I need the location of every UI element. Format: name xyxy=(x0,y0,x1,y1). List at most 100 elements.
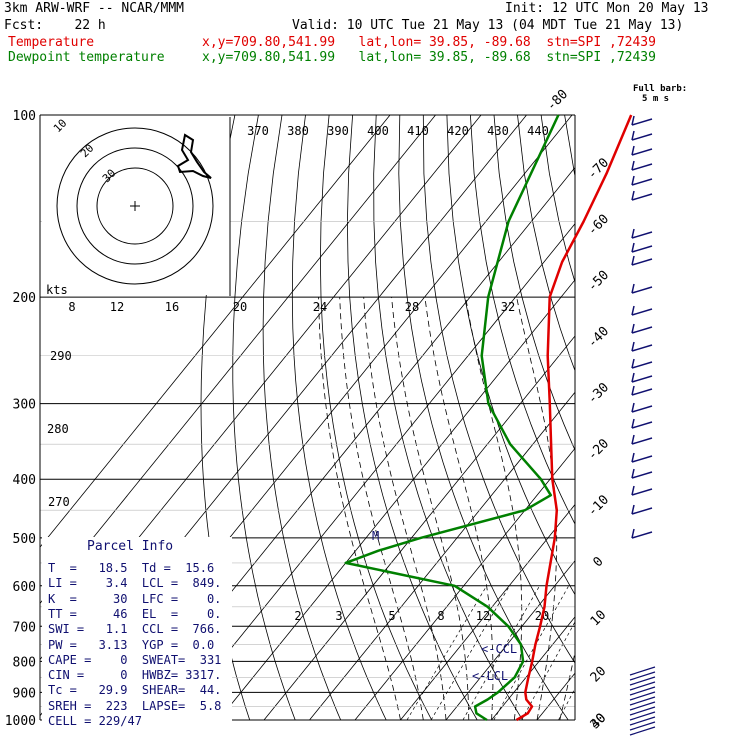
wind-barb xyxy=(631,118,653,126)
parcel-info-row: SREH = 223 LAPSE= 5.8 xyxy=(48,698,222,713)
dry-adiabat-line xyxy=(635,115,740,720)
wind-barb xyxy=(629,701,656,711)
dewpoint-legend-label: Dewpoint temperature xyxy=(8,50,165,65)
isotherm-line xyxy=(40,115,436,604)
model-title: 3km ARW-WRF -- NCAR/MMM xyxy=(4,1,185,16)
dewpoint-profile xyxy=(344,114,560,722)
parcel-info-row: CIN = 0 HWBZ= 3317. xyxy=(48,668,222,683)
wind-barbs xyxy=(629,115,656,736)
parcel-info-row: CAPE = 0 SWEAT= 331 xyxy=(48,652,222,667)
theta-label: 280 xyxy=(47,422,69,436)
dry-adiabat-line xyxy=(730,115,740,720)
dry-adiabat-line xyxy=(706,115,740,720)
wind-barb xyxy=(631,488,653,496)
wind-barb xyxy=(631,133,653,141)
mixing-ratio-label: 5 xyxy=(388,609,395,623)
theta-e-label: 390 xyxy=(327,124,349,138)
wind-barb-feather xyxy=(631,255,635,266)
dry-adiabat-line xyxy=(373,115,524,720)
pressure-tick-label: 500 xyxy=(13,532,36,547)
wind-barb xyxy=(631,344,653,352)
parcel-info-row: PW = 3.13 YGP = 0.0 xyxy=(48,637,215,652)
temperature-tick-label: 40 xyxy=(588,711,610,733)
barb-key-line1: Full barb: xyxy=(633,84,688,94)
wind-barb xyxy=(631,405,653,413)
hodograph-speed-label: 16 xyxy=(165,300,179,314)
wind-barb xyxy=(631,245,653,253)
moist-adiabat-line xyxy=(605,297,718,720)
wind-barb xyxy=(631,178,653,186)
isotherm-line xyxy=(719,115,740,720)
dry-adiabat-line xyxy=(262,115,342,720)
hodograph-speed-label: 12 xyxy=(110,300,124,314)
isotherm-line xyxy=(400,503,575,720)
wind-barb xyxy=(631,421,653,429)
wind-barb-feather xyxy=(631,283,635,294)
dry-adiabat-line xyxy=(470,115,575,525)
temperature-tick-label: -50 xyxy=(585,268,612,295)
wind-barb xyxy=(629,681,656,691)
dewpoint-legend-info: x,y=709.80,541.99 lat,lon= 39.85, -89.68… xyxy=(202,50,656,65)
mixing-ratio-line xyxy=(521,621,575,720)
temperature-legend-label: Temperature xyxy=(8,35,95,50)
temperature-tick-label: -80 xyxy=(544,87,571,114)
hodograph-units-label: kts xyxy=(46,283,68,297)
wind-barb xyxy=(629,666,656,676)
wind-barb-feather xyxy=(631,358,635,369)
wind-barb-feather xyxy=(631,402,635,413)
pressure-tick-label: 700 xyxy=(13,620,36,635)
m-marker-label: M xyxy=(372,529,379,543)
theta-e-label: 440 xyxy=(527,124,549,138)
wind-barb xyxy=(631,231,653,239)
temperature-legend-info: x,y=709.80,541.99 lat,lon= 39.85, -89.68… xyxy=(202,35,656,50)
pressure-tick-label: 600 xyxy=(13,580,36,595)
wind-barb xyxy=(629,721,656,731)
theta-e-label: 380 xyxy=(287,124,309,138)
isotherm-line xyxy=(40,115,391,548)
moist-adiabat-line xyxy=(318,297,401,720)
wind-barb-feather xyxy=(631,528,635,539)
ccl-marker-label: <-CCL xyxy=(481,642,517,656)
temperature-tick-label: 20 xyxy=(588,664,610,686)
wind-barb-feather xyxy=(631,130,635,141)
wind-barb xyxy=(631,455,653,463)
mixing-ratio-line xyxy=(430,585,510,720)
parcel-info-row: Tc = 29.9 SHEAR= 44. xyxy=(48,683,222,698)
wind-barb-feather xyxy=(631,434,635,445)
lcl-marker-label: <-LCL xyxy=(472,669,508,683)
hodograph-ring xyxy=(96,167,174,245)
isotherm-line xyxy=(354,447,575,720)
isotherm-line xyxy=(674,115,740,720)
dry-adiabat-line xyxy=(232,115,296,720)
theta-label: 290 xyxy=(50,349,72,363)
pressure-tick-label: 100 xyxy=(13,109,36,124)
moist-adiabat-line xyxy=(363,297,447,720)
parcel-info-row: TT = 46 EL = 0. xyxy=(48,606,222,621)
isotherm-line xyxy=(172,223,575,720)
hodograph-speed-label: 24 xyxy=(313,300,327,314)
theta-e-label: 420 xyxy=(447,124,469,138)
wind-barb-feather xyxy=(631,175,635,186)
temperature-tick-label: -40 xyxy=(585,324,612,351)
temperature-tick-label: 0 xyxy=(590,554,606,570)
pressure-tick-label: 400 xyxy=(13,473,36,488)
wind-barb-feather xyxy=(631,452,635,463)
isotherm-line xyxy=(583,115,740,720)
mixing-ratio-line xyxy=(493,585,570,720)
init-time: Init: 12 UTC Mon 20 May 13 xyxy=(505,1,709,16)
wind-barb xyxy=(631,531,653,539)
theta-label: 270 xyxy=(48,495,70,509)
wind-barb xyxy=(631,308,653,316)
dry-adiabat-line xyxy=(659,115,740,720)
mixing-ratio-label: 8 xyxy=(437,609,444,623)
wind-barb xyxy=(631,193,653,201)
temperature-tick-label: -60 xyxy=(585,212,612,239)
parcel-info-title: Parcel Info xyxy=(87,539,174,554)
wind-barb xyxy=(631,163,653,171)
dry-adiabat-line xyxy=(346,115,478,720)
wind-barb xyxy=(631,471,653,479)
pressure-tick-label: 300 xyxy=(13,398,36,413)
hodograph-speed-label: 32 xyxy=(501,300,515,314)
